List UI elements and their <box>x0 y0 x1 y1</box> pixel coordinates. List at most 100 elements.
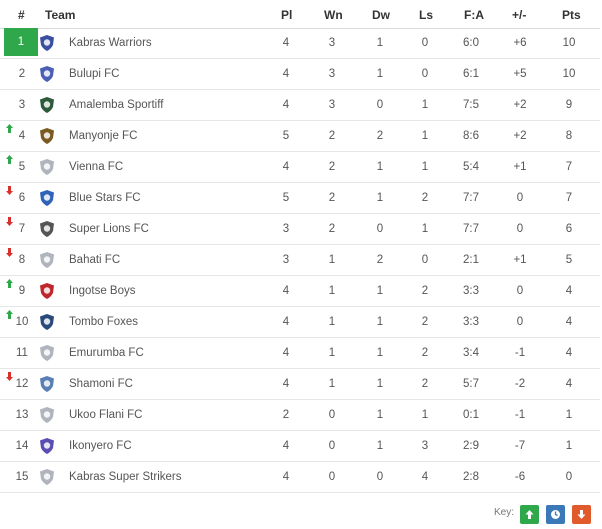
key-down-button[interactable] <box>572 505 591 524</box>
won-cell: 2 <box>328 161 336 173</box>
table-row[interactable]: 13 Ukoo Flani FC 2 0 1 1 0:1 -1 1 <box>0 400 600 431</box>
team-name: Emurumba FC <box>69 347 144 359</box>
won-cell: 3 <box>328 37 336 49</box>
lost-cell: 2 <box>421 316 429 328</box>
goal-diff-cell: 0 <box>516 285 524 297</box>
table-row[interactable]: 10 Tombo Foxes 4 1 1 2 3:3 0 4 <box>0 307 600 338</box>
lost-cell: 2 <box>421 347 429 359</box>
lost-cell: 1 <box>421 223 429 235</box>
position-cell: 4 <box>18 130 26 142</box>
table-row[interactable]: 7 Super Lions FC 3 2 0 1 7:7 0 6 <box>0 214 600 245</box>
table-row[interactable]: 3 Amalemba Sportiff 4 3 0 1 7:5 +2 9 <box>0 90 600 121</box>
drawn-cell: 0 <box>376 223 384 235</box>
played-cell: 4 <box>282 37 290 49</box>
lost-cell: 2 <box>421 378 429 390</box>
table-row[interactable]: 8 Bahati FC 3 1 2 0 2:1 +1 5 <box>0 245 600 276</box>
drawn-cell: 1 <box>376 378 384 390</box>
goal-diff-cell: 0 <box>516 192 524 204</box>
team-name: Ikonyero FC <box>69 440 132 452</box>
position-cell: 11 <box>16 347 28 359</box>
goals-cell: 3:4 <box>463 347 479 359</box>
points-cell: 9 <box>565 99 573 111</box>
table-row[interactable]: 9 Ingotse Boys 4 1 1 2 3:3 0 4 <box>0 276 600 307</box>
team-badge-icon <box>40 128 54 144</box>
team-name: Bahati FC <box>69 254 121 266</box>
team-name: Amalemba Sportiff <box>69 99 164 111</box>
team-name: Ukoo Flani FC <box>69 409 143 421</box>
team-badge-icon <box>40 97 54 113</box>
table-row[interactable]: 15 Kabras Super Strikers 4 0 0 4 2:8 -6 0 <box>0 462 600 493</box>
lost-cell: 1 <box>421 99 429 111</box>
team-badge-icon <box>40 283 54 299</box>
goal-diff-cell: -1 <box>514 409 526 421</box>
points-cell: 0 <box>565 471 573 483</box>
table-row[interactable]: 2 Bulupi FC 4 3 1 0 6:1 +5 10 <box>0 59 600 90</box>
table-row[interactable]: 14 Ikonyero FC 4 0 1 3 2:9 -7 1 <box>0 431 600 462</box>
won-cell: 2 <box>328 223 336 235</box>
points-cell: 5 <box>565 254 573 266</box>
lost-cell: 4 <box>421 471 429 483</box>
position-cell: 2 <box>18 68 26 80</box>
won-cell: 1 <box>328 347 336 359</box>
drawn-cell: 1 <box>376 409 384 421</box>
position-cell: 7 <box>18 223 26 235</box>
table-row[interactable]: 6 Blue Stars FC 5 2 1 2 7:7 0 7 <box>0 183 600 214</box>
won-cell: 2 <box>328 192 336 204</box>
header-dw: Dw <box>372 8 390 22</box>
points-cell: 1 <box>565 409 573 421</box>
header-team: Team <box>45 8 76 22</box>
drawn-cell: 0 <box>376 99 384 111</box>
played-cell: 4 <box>282 161 290 173</box>
played-cell: 4 <box>282 440 290 452</box>
goals-cell: 6:1 <box>463 68 479 80</box>
header-ls: Ls <box>419 8 434 22</box>
move-down-icon <box>6 372 13 381</box>
lost-cell: 2 <box>421 192 429 204</box>
position-cell: 5 <box>18 161 26 173</box>
goals-cell: 5:4 <box>463 161 479 173</box>
played-cell: 2 <box>282 409 290 421</box>
table-row[interactable]: 5 Vienna FC 4 2 1 1 5:4 +1 7 <box>0 152 600 183</box>
points-cell: 10 <box>562 37 576 49</box>
drawn-cell: 1 <box>376 161 384 173</box>
team-name: Blue Stars FC <box>69 192 141 204</box>
team-name: Super Lions FC <box>69 223 149 235</box>
played-cell: 4 <box>282 316 290 328</box>
drawn-cell: 2 <box>376 254 384 266</box>
position-cell: 15 <box>15 471 29 483</box>
drawn-cell: 2 <box>376 130 384 142</box>
won-cell: 1 <box>328 316 336 328</box>
position-cell: 14 <box>15 440 29 452</box>
drawn-cell: 0 <box>376 471 384 483</box>
points-cell: 1 <box>565 440 573 452</box>
key-neutral-button[interactable] <box>546 505 565 524</box>
goal-diff-cell: 0 <box>516 223 524 235</box>
goals-cell: 7:5 <box>463 99 479 111</box>
goal-diff-cell: -7 <box>514 440 526 452</box>
played-cell: 4 <box>282 99 290 111</box>
drawn-cell: 1 <box>376 37 384 49</box>
key-up-button[interactable] <box>520 505 539 524</box>
points-cell: 4 <box>565 316 573 328</box>
points-cell: 4 <box>565 378 573 390</box>
header-fa: F:A <box>464 8 484 22</box>
goal-diff-cell: 0 <box>516 316 524 328</box>
played-cell: 5 <box>282 130 290 142</box>
team-badge-icon <box>40 66 54 82</box>
team-badge-icon <box>40 438 54 454</box>
header-pts: Pts <box>562 8 581 22</box>
position-cell: 10 <box>15 316 29 328</box>
move-down-icon <box>6 248 13 257</box>
points-cell: 10 <box>562 68 576 80</box>
table-row[interactable]: 11 Emurumba FC 4 1 1 2 3:4 -1 4 <box>0 338 600 369</box>
points-cell: 7 <box>565 192 573 204</box>
table-row[interactable]: 1 Kabras Warriors 4 3 1 0 6:0 +6 10 <box>0 28 600 59</box>
drawn-cell: 1 <box>376 192 384 204</box>
goals-cell: 3:3 <box>463 316 479 328</box>
played-cell: 4 <box>282 347 290 359</box>
table-row[interactable]: 12 Shamoni FC 4 1 1 2 5:7 -2 4 <box>0 369 600 400</box>
table-row[interactable]: 4 Manyonje FC 5 2 2 1 8:6 +2 8 <box>0 121 600 152</box>
goal-diff-cell: -2 <box>514 378 526 390</box>
position-cell: 3 <box>18 99 26 111</box>
points-cell: 7 <box>565 161 573 173</box>
